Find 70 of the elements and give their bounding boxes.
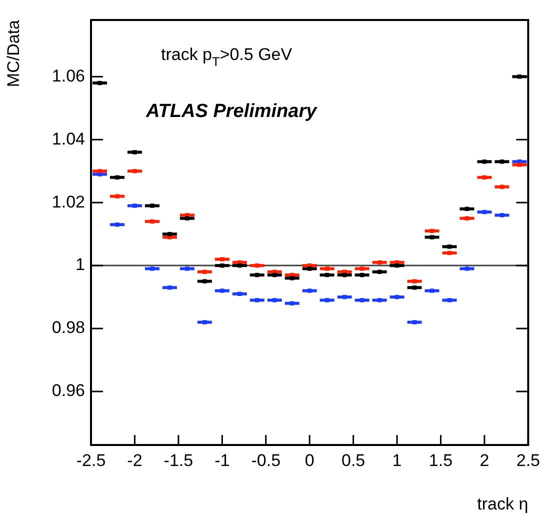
point bbox=[168, 285, 172, 290]
point bbox=[202, 320, 207, 324]
y-tick-label: 1 bbox=[76, 255, 85, 274]
x-tick-label: 2 bbox=[480, 450, 490, 470]
point bbox=[412, 279, 417, 284]
point bbox=[185, 266, 190, 271]
y-tick-label: 0.96 bbox=[52, 381, 85, 400]
x-tick-label: 0 bbox=[304, 450, 314, 470]
x-tick-label: -2.5 bbox=[76, 450, 106, 470]
point bbox=[202, 279, 207, 284]
y-tick-label: 1.06 bbox=[52, 66, 85, 86]
x-tick-label: 1.5 bbox=[428, 450, 453, 470]
point bbox=[150, 204, 154, 208]
point bbox=[430, 288, 434, 293]
point bbox=[324, 298, 330, 302]
point bbox=[238, 263, 242, 268]
point bbox=[115, 194, 120, 198]
y-axis-title: MC/Data bbox=[4, 19, 23, 88]
point bbox=[307, 288, 312, 293]
x-axis-title: track η bbox=[477, 494, 528, 514]
y-tick-label: 1.02 bbox=[52, 192, 85, 212]
point bbox=[482, 160, 487, 164]
point bbox=[447, 244, 452, 249]
point bbox=[168, 232, 172, 236]
x-tick-label: 2.5 bbox=[516, 450, 540, 470]
x-tick-label: -1 bbox=[214, 450, 230, 470]
point bbox=[447, 298, 452, 302]
point bbox=[500, 184, 504, 189]
x-tick-label: -0.5 bbox=[251, 450, 281, 470]
point bbox=[272, 298, 277, 302]
point bbox=[377, 270, 382, 274]
point bbox=[220, 257, 224, 262]
point bbox=[307, 266, 312, 271]
y-tick-label: 0.98 bbox=[52, 318, 85, 338]
point bbox=[464, 216, 470, 220]
point bbox=[150, 219, 154, 224]
point bbox=[360, 298, 364, 302]
point bbox=[185, 216, 190, 220]
point bbox=[115, 222, 120, 227]
x-tick-label: 1 bbox=[392, 450, 402, 470]
point bbox=[132, 150, 137, 154]
point bbox=[132, 168, 137, 174]
point bbox=[98, 168, 102, 174]
point bbox=[324, 266, 330, 271]
point bbox=[255, 263, 260, 268]
point bbox=[500, 213, 504, 218]
x-tick-label: -1.5 bbox=[164, 450, 194, 470]
point bbox=[202, 270, 207, 274]
point bbox=[500, 160, 504, 164]
point bbox=[517, 162, 522, 167]
point bbox=[220, 263, 224, 268]
x-tick-label: -2 bbox=[127, 450, 142, 470]
point bbox=[150, 266, 154, 271]
x-tick-label: 0.5 bbox=[341, 450, 366, 470]
point bbox=[238, 292, 242, 296]
point bbox=[430, 235, 434, 240]
point bbox=[377, 298, 382, 302]
point bbox=[290, 301, 294, 306]
annotation: ATLAS Preliminary bbox=[145, 101, 318, 122]
point bbox=[412, 320, 417, 324]
y-tick-label: 1.04 bbox=[52, 129, 85, 148]
point bbox=[255, 298, 260, 302]
point bbox=[132, 204, 137, 208]
point bbox=[255, 272, 260, 278]
point bbox=[220, 288, 224, 293]
point bbox=[360, 266, 364, 271]
point bbox=[464, 266, 470, 271]
point bbox=[98, 80, 102, 86]
point bbox=[290, 276, 294, 280]
point bbox=[115, 175, 120, 180]
